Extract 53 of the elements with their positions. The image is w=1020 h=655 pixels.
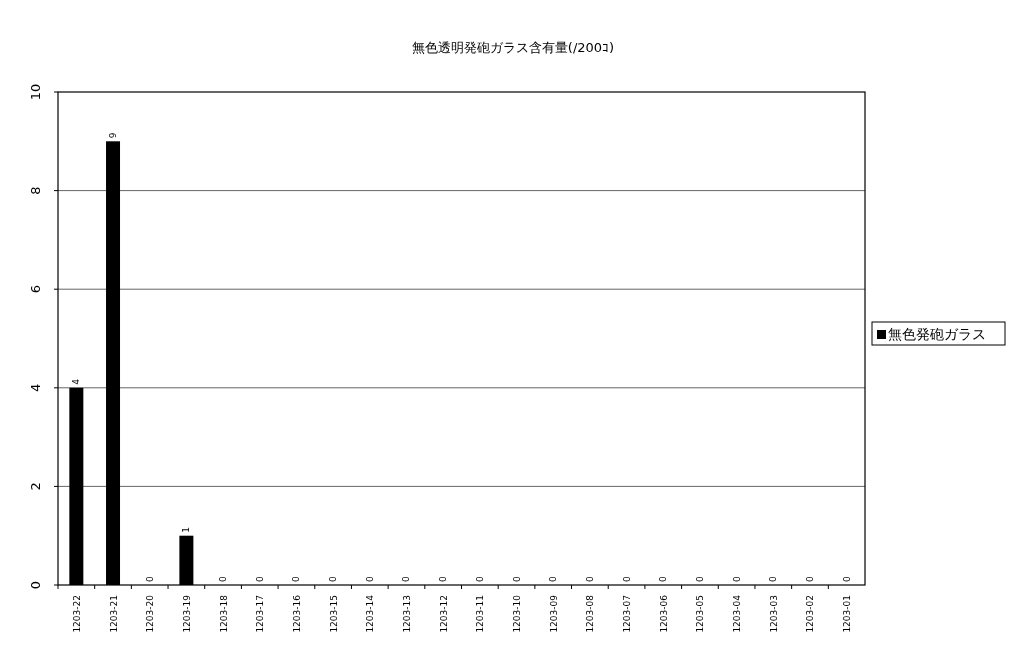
x-tick-label: 1203-01 <box>842 595 853 633</box>
y-tick-label: 2 <box>28 482 43 491</box>
x-tick-label: 1203-16 <box>291 594 302 633</box>
data-label: 0 <box>804 576 815 582</box>
x-tick-label: 1203-12 <box>438 595 449 633</box>
x-tick-label: 1203-13 <box>401 595 412 633</box>
legend: 無色発砲ガラス <box>871 321 1006 346</box>
x-tick-label: 1203-15 <box>328 595 339 633</box>
y-tick-label: 6 <box>28 285 43 294</box>
y-tick-label: 0 <box>28 580 43 590</box>
data-label: 0 <box>841 576 852 582</box>
data-label: 0 <box>144 576 155 582</box>
x-tick-label: 1203-10 <box>512 594 523 633</box>
x-tick-label: 1203-04 <box>732 594 743 633</box>
data-label: 0 <box>548 576 559 582</box>
data-label: 0 <box>291 576 302 582</box>
data-label: 0 <box>511 576 522 582</box>
data-label: 9 <box>108 132 119 139</box>
y-tick-label: 4 <box>28 383 43 392</box>
data-label: 0 <box>328 576 339 582</box>
title: 無色透明発砲ガラス含有量(/200ｺ) <box>411 40 615 55</box>
data-label: 0 <box>658 576 669 582</box>
x-tick-label: 1203-14 <box>365 594 376 633</box>
data-label: 4 <box>71 378 82 385</box>
data-label: 1 <box>181 526 192 533</box>
data-label: 0 <box>584 576 595 582</box>
x-tick-label: 1203-17 <box>255 595 266 633</box>
data-label: 0 <box>218 576 229 582</box>
x-tick-label: 1203-03 <box>768 595 779 633</box>
data-label: 0 <box>401 576 412 582</box>
x-tick-label: 1203-09 <box>548 594 559 633</box>
data-label: 0 <box>254 576 265 582</box>
data-label: 0 <box>694 576 705 582</box>
data-label: 0 <box>731 576 742 582</box>
x-tick-label: 1203-07 <box>622 595 633 633</box>
x-tick-label: 1203-11 <box>475 595 486 633</box>
x-tick-label: 1203-02 <box>805 595 816 633</box>
data-label: 0 <box>364 576 375 582</box>
x-tick-label: 1203-21 <box>108 595 119 633</box>
x-tick-label: 1203-06 <box>658 594 669 633</box>
x-tick-label: 1203-05 <box>695 595 706 633</box>
data-label: 0 <box>768 576 779 582</box>
data-label: 0 <box>438 576 449 582</box>
x-tick-label: 1203-18 <box>218 594 229 633</box>
y-tick-label: 8 <box>28 186 43 195</box>
x-tick-label: 1203-22 <box>71 595 82 633</box>
data-label: 0 <box>621 576 632 582</box>
legend-label: 無色発砲ガラス <box>888 326 986 342</box>
x-tick-label: 1203-08 <box>585 594 596 633</box>
y-tick-label: 10 <box>28 83 43 101</box>
x-tick-label: 1203-20 <box>145 594 156 633</box>
x-tick-label: 1203-19 <box>181 594 192 633</box>
data-label: 0 <box>474 576 485 582</box>
